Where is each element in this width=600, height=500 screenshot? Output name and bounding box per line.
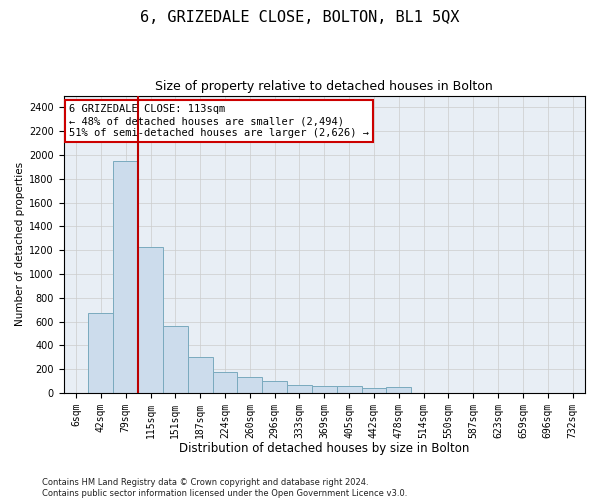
Bar — [163, 326, 188, 393]
Bar — [212, 372, 238, 393]
Bar — [312, 386, 337, 393]
Text: 6, GRIZEDALE CLOSE, BOLTON, BL1 5QX: 6, GRIZEDALE CLOSE, BOLTON, BL1 5QX — [140, 10, 460, 25]
Bar — [262, 381, 287, 393]
Text: 6 GRIZEDALE CLOSE: 113sqm
← 48% of detached houses are smaller (2,494)
51% of se: 6 GRIZEDALE CLOSE: 113sqm ← 48% of detac… — [69, 104, 369, 138]
Text: Contains HM Land Registry data © Crown copyright and database right 2024.
Contai: Contains HM Land Registry data © Crown c… — [42, 478, 407, 498]
Bar — [188, 357, 212, 393]
Title: Size of property relative to detached houses in Bolton: Size of property relative to detached ho… — [155, 80, 493, 93]
Y-axis label: Number of detached properties: Number of detached properties — [15, 162, 25, 326]
Bar — [238, 378, 262, 393]
Bar — [113, 161, 138, 393]
Bar — [337, 386, 362, 393]
Bar — [287, 384, 312, 393]
Bar — [88, 313, 113, 393]
Bar — [386, 387, 411, 393]
Bar — [138, 246, 163, 393]
Bar — [362, 388, 386, 393]
X-axis label: Distribution of detached houses by size in Bolton: Distribution of detached houses by size … — [179, 442, 470, 455]
